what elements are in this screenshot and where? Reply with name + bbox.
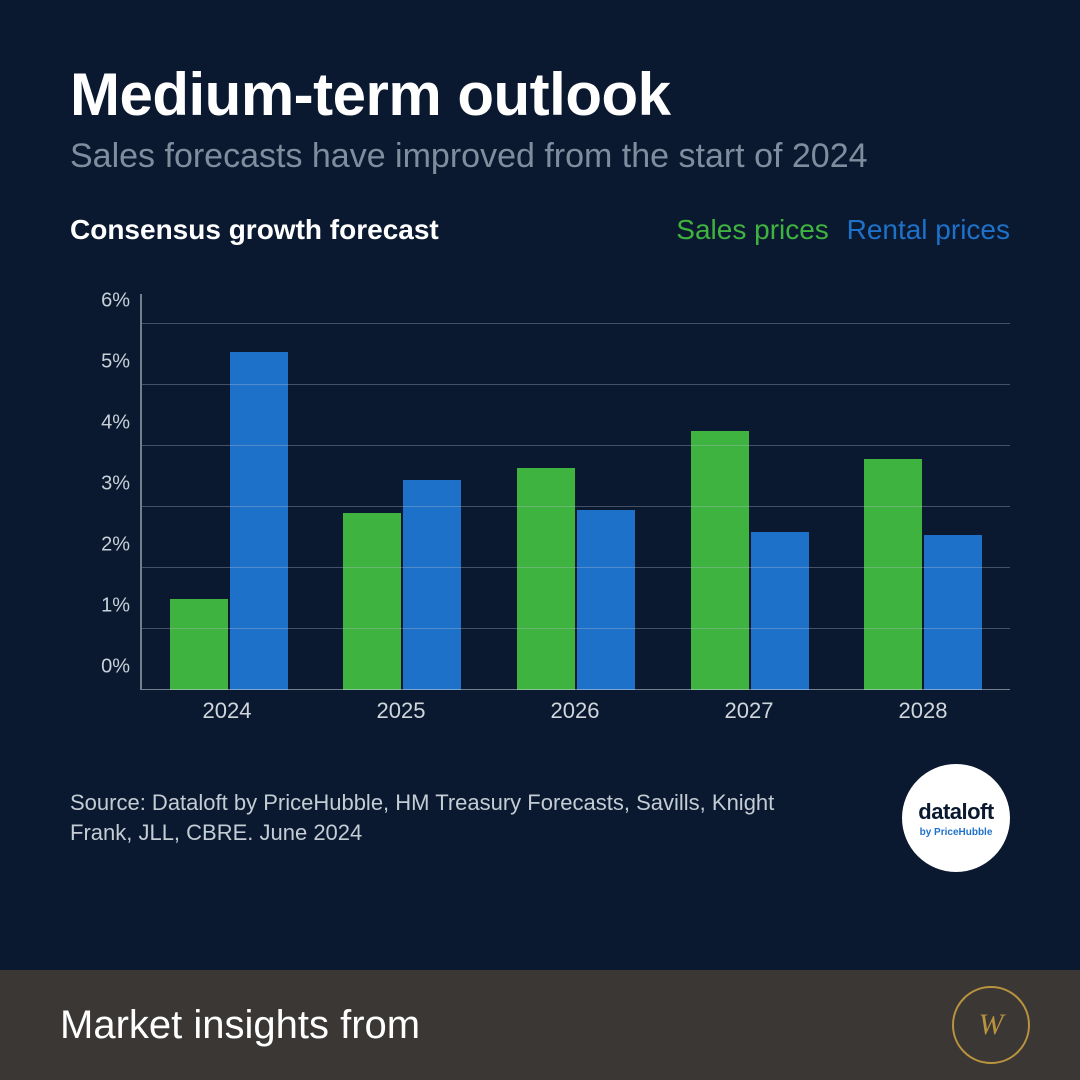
chart-title: Consensus growth forecast [70,214,439,246]
y-tick-label: 6% [70,290,130,313]
source-row: Source: Dataloft by PriceHubble, HM Trea… [70,764,1010,872]
y-tick-label: 3% [70,473,130,496]
legend-series-2: Rental prices [847,214,1010,245]
gridline [142,628,1010,629]
x-tick-label: 2028 [836,690,1010,724]
partner-logo: W [952,986,1030,1064]
bar-group [836,294,1010,690]
bar-rental [403,480,461,690]
gridline [142,506,1010,507]
logo-sub-text: by PriceHubble [920,827,993,838]
bar-sales [343,513,401,690]
y-tick-label: 1% [70,595,130,618]
footer-text: Market insights from [60,1003,420,1048]
logo-main-text: dataloft [918,799,993,825]
bar-rental [924,535,982,690]
legend-row: Consensus growth forecast Sales prices R… [70,214,1010,246]
y-tick-label: 4% [70,412,130,435]
bar-rental [751,532,809,690]
gridline [142,567,1010,568]
bar-group [316,294,490,690]
plot-area [140,294,1010,690]
bar-group [142,294,316,690]
bar-sales [170,599,228,690]
y-tick-label: 5% [70,351,130,374]
y-tick-label: 2% [70,534,130,557]
bar-sales [864,459,922,691]
bar-sales [517,468,575,690]
x-tick-label: 2026 [488,690,662,724]
bar-group [489,294,663,690]
footer-bar: Market insights from W [0,970,1080,1080]
main-panel: Medium-term outlook Sales forecasts have… [0,0,1080,970]
subtitle: Sales forecasts have improved from the s… [70,137,1010,176]
x-tick-label: 2025 [314,690,488,724]
gridline [142,445,1010,446]
bar-rental [230,352,288,690]
bar-rental [577,510,635,690]
gridline [142,323,1010,324]
page-title: Medium-term outlook [70,60,1010,129]
legend: Sales prices Rental prices [676,214,1010,246]
gridline [142,384,1010,385]
bar-sales [691,431,749,690]
x-tick-label: 2027 [662,690,836,724]
y-tick-label: 0% [70,656,130,679]
x-axis-labels: 20242025202620272028 [140,690,1010,724]
dataloft-logo: dataloft by PriceHubble [902,764,1010,872]
chart: 20242025202620272028 0%1%2%3%4%5%6% [70,294,1010,724]
legend-series-1: Sales prices [676,214,829,245]
infographic-card: Medium-term outlook Sales forecasts have… [0,0,1080,1080]
source-text: Source: Dataloft by PriceHubble, HM Trea… [70,788,790,847]
x-tick-label: 2024 [140,690,314,724]
partner-logo-initial: W [979,1008,1004,1042]
bar-group [663,294,837,690]
bar-groups [142,294,1010,690]
